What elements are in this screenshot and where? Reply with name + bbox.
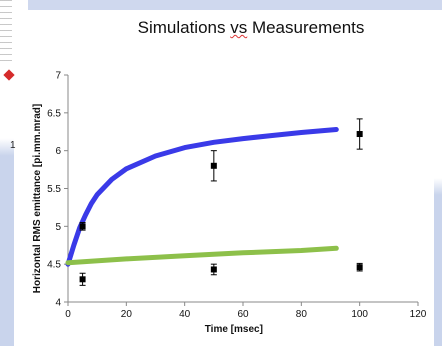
x-tick-label: 100 (351, 309, 368, 320)
title-part-1: Simulations (137, 18, 231, 37)
x-tick-label: 120 (410, 309, 427, 320)
y-tick-label: 4.5 (47, 260, 61, 271)
top-strip (28, 0, 442, 10)
measurement-point (210, 162, 217, 169)
y-tick-label: 6.5 (47, 108, 61, 119)
y-tick-label: 4 (55, 298, 61, 309)
measurement-point (356, 131, 363, 138)
x-tick-label: 20 (121, 309, 133, 320)
side-number: 1 (10, 140, 16, 151)
x-tick-label: 40 (179, 309, 191, 320)
x-tick-label: 80 (296, 309, 308, 320)
blue-simulation-curve (65, 127, 339, 267)
title-part-3: Measurements (247, 18, 365, 37)
y-tick-label: 5.5 (47, 184, 61, 195)
measurement-point (79, 276, 86, 283)
x-tick-label: 0 (65, 309, 71, 320)
y-tick-label: 5 (55, 222, 61, 233)
x-axis-label: Time [msec] (205, 324, 263, 335)
left-panel-strip (0, 0, 14, 346)
measurement-point (210, 266, 217, 273)
measurement-point (356, 264, 363, 271)
title-part-2: vs (230, 18, 248, 37)
left-grid-lines (0, 0, 12, 64)
x-tick-label: 60 (237, 309, 249, 320)
y-tick-label: 6 (55, 146, 61, 157)
right-panel-strip (434, 10, 442, 346)
chart-title: Simulations vs Measurements (60, 18, 442, 38)
measurement-point (79, 223, 86, 230)
y-tick-label: 7 (55, 71, 61, 82)
green-simulation-curve (65, 245, 339, 266)
y-axis-label: Horizontal RMS emittance [pi.mm.mrad] (32, 104, 43, 293)
